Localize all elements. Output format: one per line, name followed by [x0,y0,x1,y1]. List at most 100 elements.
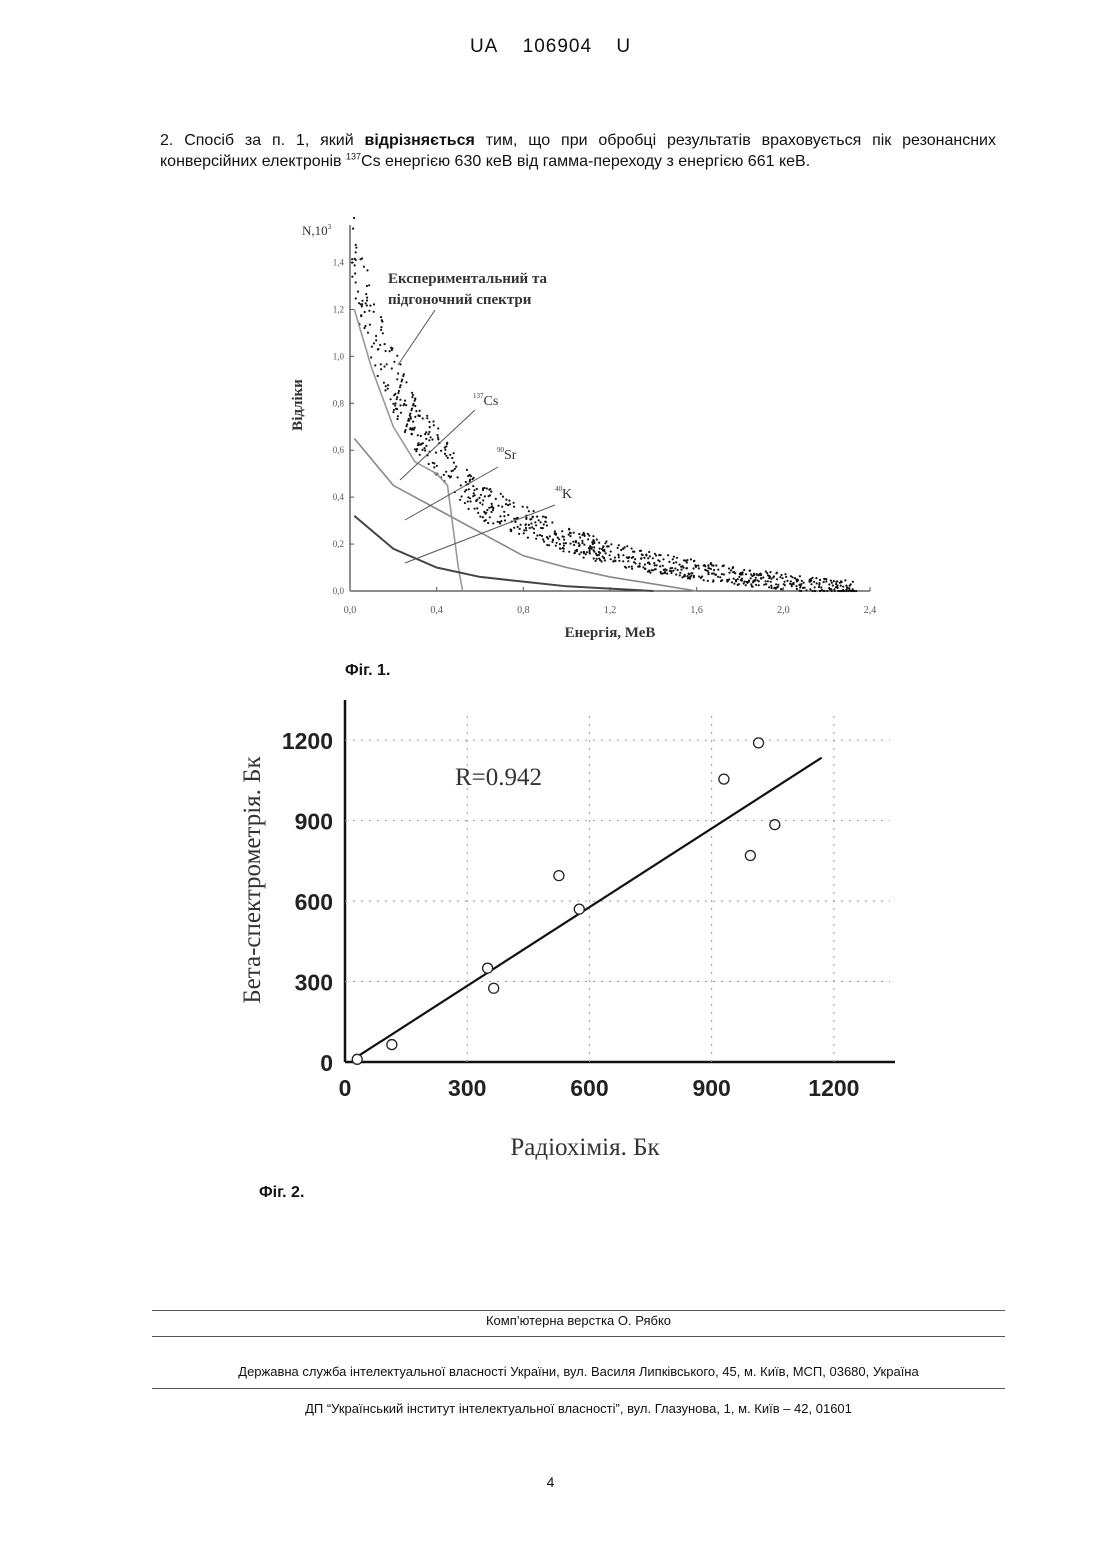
fig1-data-point [756,574,758,576]
fig1-data-point [411,396,413,398]
fig1-data-point [414,405,416,407]
fig1-data-point [473,477,475,479]
fig1-data-point [563,545,565,547]
fig1-data-point [482,499,484,501]
fig1-data-point [497,521,499,523]
fig1-data-point [727,580,729,582]
fig1-data-point [769,571,771,573]
fig1-data-point [377,348,379,350]
fig1-data-point [610,558,612,560]
fig1-data-point [605,552,607,554]
fig1-annot-k: 40K [555,485,572,502]
fig1-data-point [575,540,577,542]
fig1-data-point [698,575,700,577]
fig1-data-point [530,522,532,524]
fig1-data-point [483,520,485,522]
fig1-data-point [379,344,381,346]
fig1-data-point [779,576,781,578]
fig1-data-point [561,530,563,532]
fig1-data-point [499,515,501,517]
fig1-data-point [523,532,525,534]
fig1-data-point [428,431,430,433]
fig1-data-point [698,567,700,569]
fig1-y-tick-label: 0,0 [333,586,345,596]
fig1-data-point [509,503,511,505]
fig1-data-point [436,465,438,467]
fig1-data-point [688,573,690,575]
fig1-data-point [840,585,842,587]
fig1-data-point [588,535,590,537]
fig1-data-point [626,545,628,547]
fig1-data-point [814,590,816,592]
fig1-data-point [361,305,363,307]
fig1-data-point [662,565,664,567]
fig2-x-tick-label: 900 [692,1075,730,1101]
fig1-data-point [527,537,529,539]
fig1-data-point [366,269,368,271]
fig1-data-point [453,452,455,454]
fig1-data-point [529,518,531,520]
fig1-data-point [742,571,744,573]
fig1-data-point [688,577,690,579]
fig2-data-point [719,774,729,784]
fig1-data-point [679,574,681,576]
fig1-data-point [489,516,491,518]
fig1-data-point [489,494,491,496]
fig1-data-point [352,228,354,230]
fig1-data-point [673,562,675,564]
fig1-data-point [465,481,467,483]
fig1-data-point [815,577,817,579]
fig1-data-point [740,579,742,581]
fig1-data-point [557,537,559,539]
fig1-annot-exp-line1: Експериментальний та [388,271,547,287]
fig1-data-point [844,579,846,581]
fig1-data-point [503,511,505,513]
correlation-chart: 0300600900120003006009001200 R=0.942 Рад… [230,690,910,1170]
fig1-data-point [419,410,421,412]
footer-layout-credit: Комп’ютерна верстка О. Рябко [152,1313,1005,1328]
fig1-data-point [707,573,709,575]
fig1-data-point [846,586,848,588]
fig1-data-point [583,557,585,559]
fig1-data-point [780,574,782,576]
fig1-data-point [366,297,368,299]
fig1-data-point [562,547,564,549]
fig1-data-point [425,438,427,440]
fig1-data-point [609,554,611,556]
fig1-data-point [651,569,653,571]
fig1-data-point [833,580,835,582]
fig1-data-point [390,398,392,400]
fig1-data-point [631,568,633,570]
fig1-data-point [677,569,679,571]
fig1-data-point [383,365,385,367]
fig1-data-point [546,544,548,546]
fig1-data-point [355,244,357,246]
fig1-data-point [479,502,481,504]
fig1-data-point [404,429,406,431]
fig1-data-point [543,541,545,543]
fig1-data-point [659,565,661,567]
fig1-data-point [522,506,524,508]
fig1-data-point [748,580,750,582]
fig1-data-point [363,266,365,268]
fig1-data-point [551,521,553,523]
fig1-data-point [583,544,585,546]
fig1-data-point [596,538,598,540]
fig1-data-point [819,590,821,592]
fig1-data-point [660,572,662,574]
fig1-data-point [826,590,828,592]
fig1-data-point [523,529,525,531]
fig1-data-point [500,520,502,522]
fig1-data-point [355,247,357,249]
fig1-data-point [480,494,482,496]
fig1-data-point [602,546,604,548]
fig1-data-point [453,462,455,464]
fig1-data-point [592,535,594,537]
fig1-data-point [416,448,418,450]
fig1-data-point [544,521,546,523]
fig1-data-point [601,548,603,550]
fig1-data-point [655,568,657,570]
fig1-data-point [813,581,815,583]
fig1-data-point [549,535,551,537]
fig1-data-point [701,575,703,577]
